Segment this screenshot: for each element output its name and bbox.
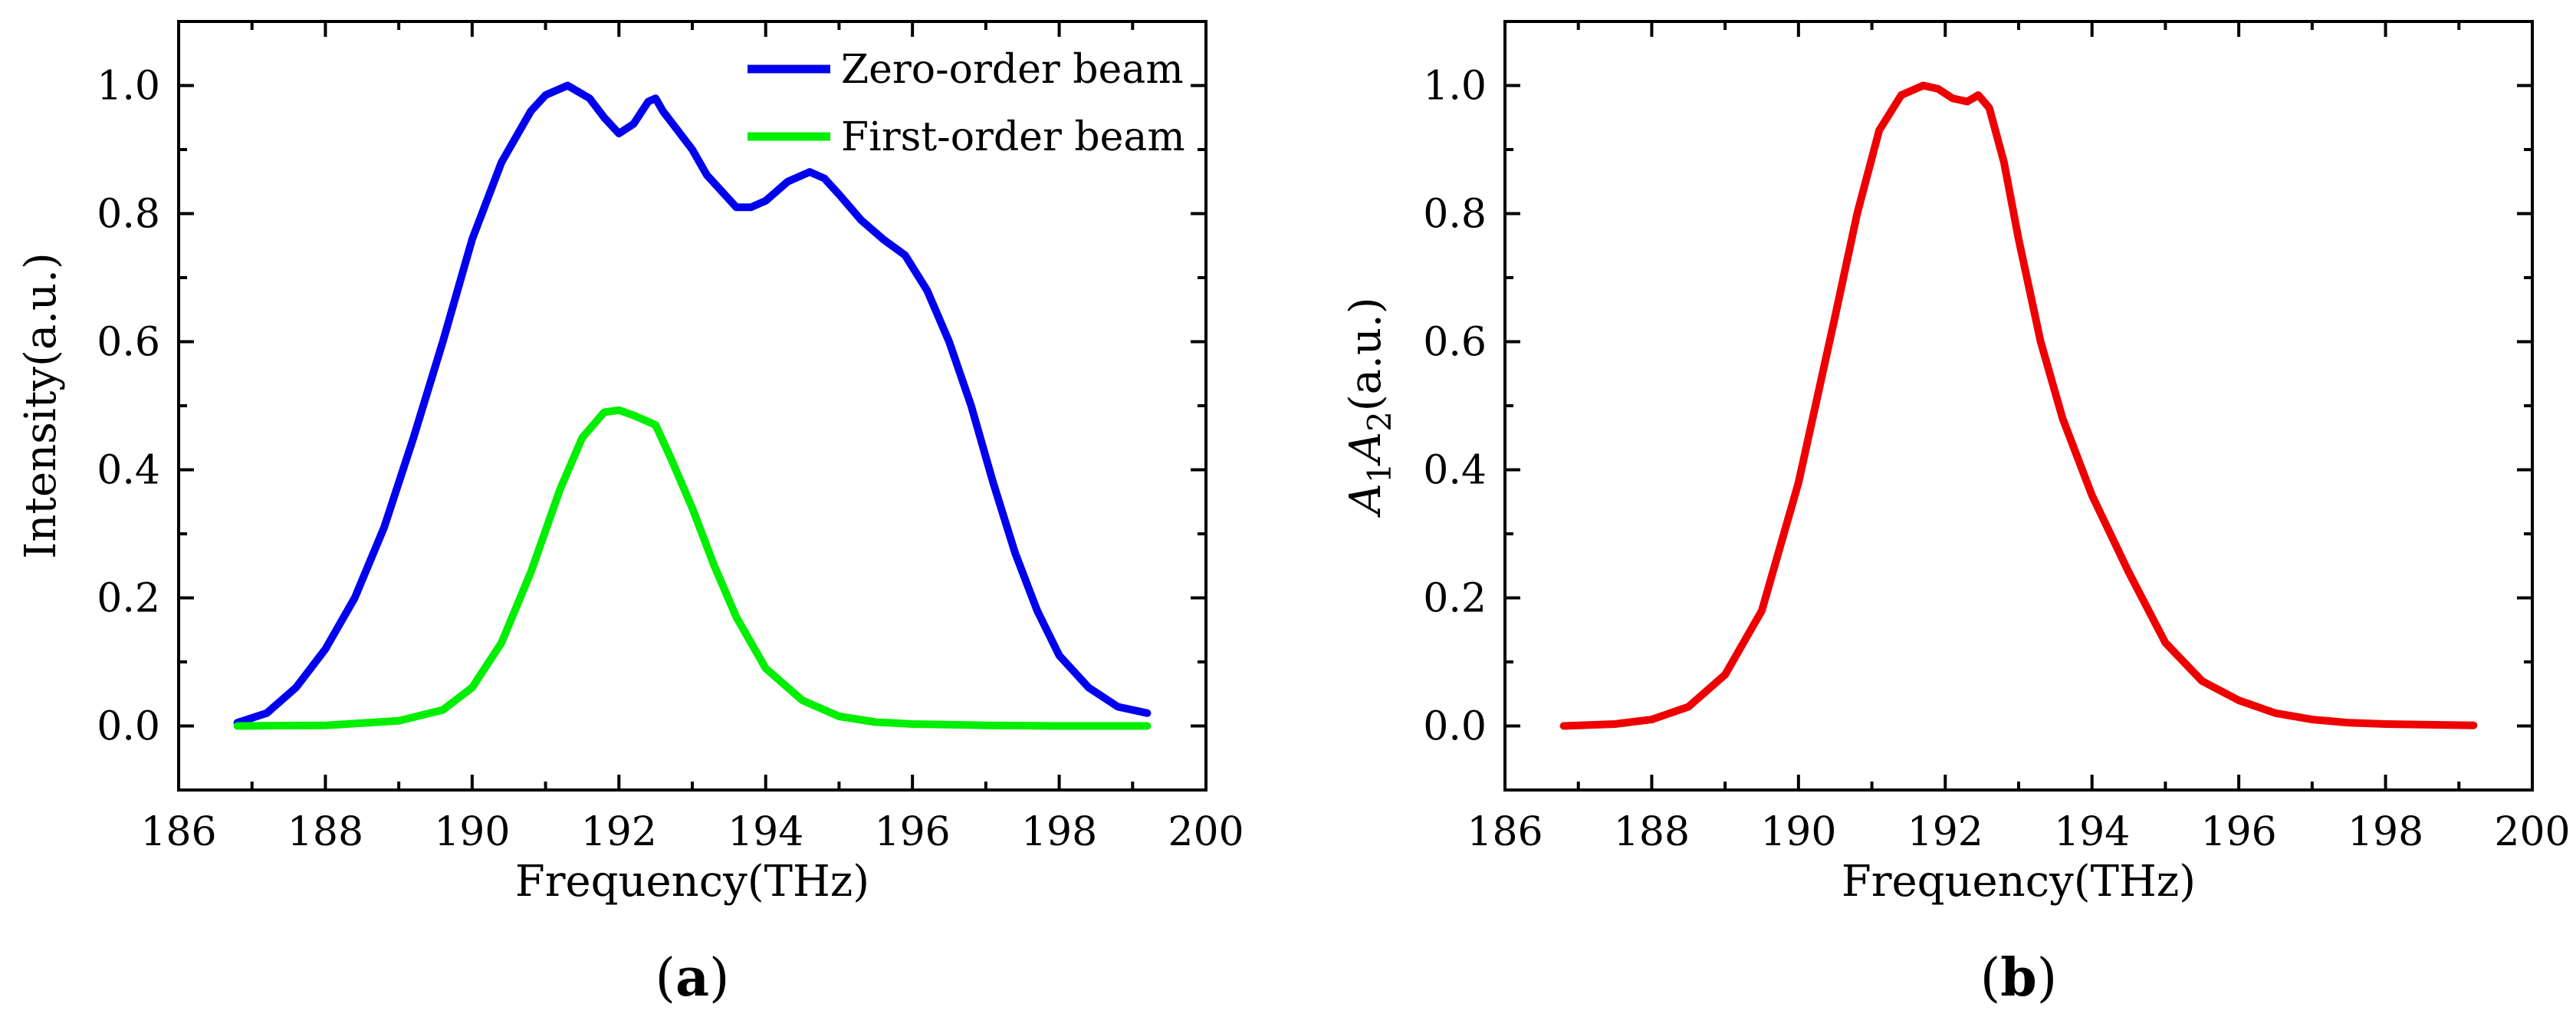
panel-a: 186 188 190 192 194 196 198 200 0.0 0.2 0.4 0.6 0.8 1…	[16, 20, 1244, 1009]
x-tick-label-b: 196	[2201, 809, 2277, 855]
x-tick-label-b: 198	[2348, 809, 2423, 855]
x-tick-label-b: 200	[2494, 809, 2570, 855]
panel-b: 186 188 190 192 194 196 198 200 0.0 0.2 0.4 0.6 0.8 1…	[1341, 20, 2571, 1009]
y-axis-label-b: A1A2(a.u.)	[1341, 297, 1398, 518]
x-tick-label-a: 188	[288, 809, 363, 855]
x-tick-label-b: 192	[1907, 809, 1983, 855]
legend-label-first-order: First-order beam	[841, 114, 1185, 160]
x-tick-label-a: 186	[140, 809, 216, 855]
tick-labels-b: 186 188 190 192 194 196 198 200 0.0 0.2 0.4 0.6 0.8 1…	[1423, 64, 2570, 856]
series-line-a1a2	[1559, 81, 2478, 730]
x-tick-label-b: 186	[1467, 809, 1543, 855]
series-line-first-order-beam	[233, 406, 1152, 730]
y-tick-label-b: 0.0	[1423, 704, 1487, 750]
x-tick-label-a: 190	[434, 809, 510, 855]
x-tick-label-a: 194	[728, 809, 803, 855]
x-axis-label-b: Frequency(THz)	[1842, 857, 2196, 907]
tick-labels-a: 186 188 190 192 194 196 198 200 0.0 0.2 0.4 0.6 0.8 1…	[97, 64, 1244, 856]
x-tick-label-a: 192	[581, 809, 657, 855]
y-tick-label-b: 1.0	[1423, 64, 1487, 110]
panel-label-a: (a)	[655, 947, 729, 1009]
axis-ticks-a	[177, 20, 1208, 792]
y-tick-label-a: 0.0	[97, 704, 160, 750]
panel-label-b: (b)	[1980, 947, 2058, 1009]
y-axis-label-a: Intensity(a.u.)	[16, 252, 66, 558]
x-tick-label-b: 188	[1614, 809, 1690, 855]
y-tick-label-b: 0.6	[1423, 320, 1487, 366]
x-tick-label-a: 196	[875, 809, 951, 855]
legend-label-zero-order: Zero-order beam	[841, 47, 1184, 93]
x-tick-label-b: 194	[2054, 809, 2130, 855]
legend: Zero-order beam First-order beam	[748, 47, 1185, 160]
axis-ticks-b	[1503, 20, 2534, 792]
y-tick-label-b: 0.4	[1423, 448, 1487, 494]
x-tick-label-b: 190	[1760, 809, 1836, 855]
x-axis-label-a: Frequency(THz)	[515, 857, 869, 907]
x-tick-label-a: 200	[1168, 809, 1244, 855]
y-tick-label-b: 0.2	[1423, 576, 1487, 622]
y-tick-label-b: 0.8	[1423, 192, 1487, 238]
y-tick-label-a: 0.6	[97, 320, 160, 366]
y-tick-label-a: 0.4	[97, 448, 160, 494]
x-tick-label-a: 198	[1021, 809, 1097, 855]
y-tick-label-a: 1.0	[97, 64, 160, 110]
y-tick-label-a: 0.8	[97, 192, 160, 238]
y-tick-label-a: 0.2	[97, 576, 160, 622]
series-group-a	[233, 81, 1152, 730]
plot-frame-b	[1503, 20, 2534, 792]
series-line-zero-order-beam	[233, 81, 1152, 727]
series-group-b	[1559, 81, 2478, 730]
